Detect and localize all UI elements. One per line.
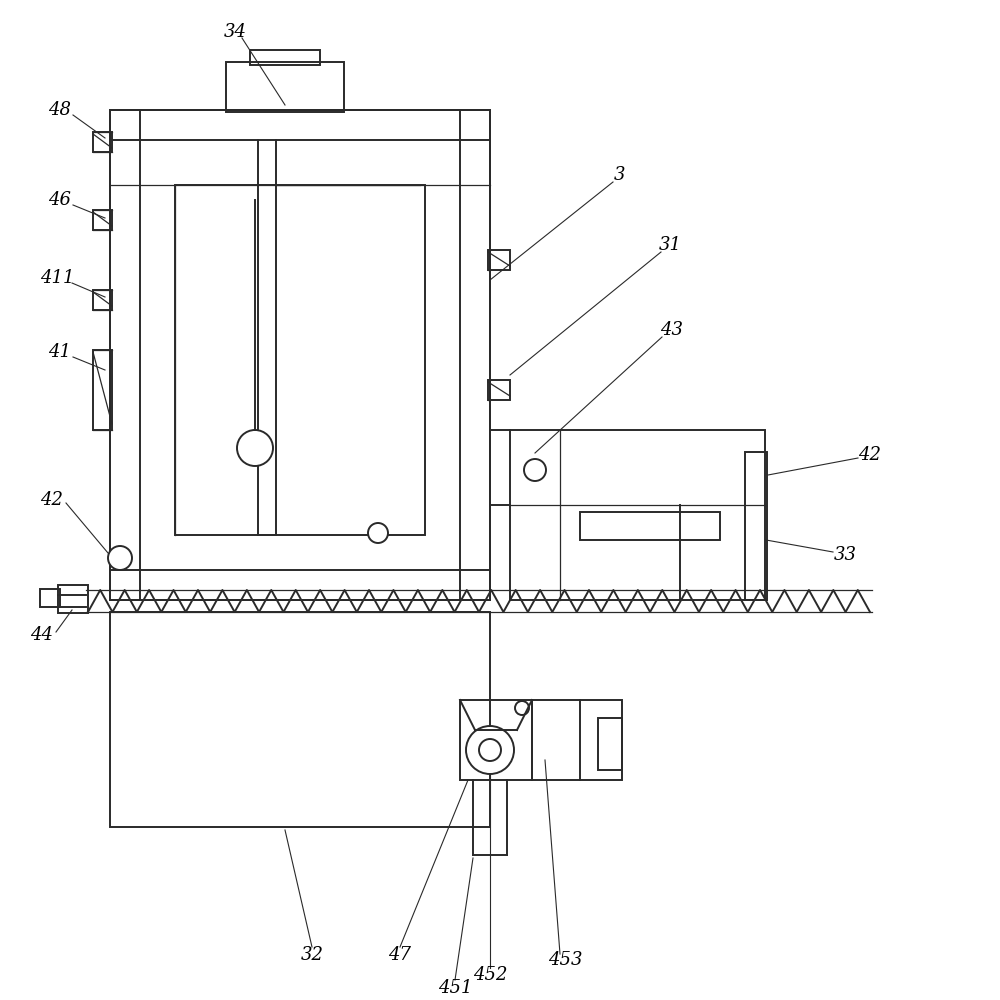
Circle shape [515, 701, 529, 715]
Bar [510, 430, 765, 600]
Bar [250, 50, 320, 65]
Text: 452: 452 [473, 966, 507, 984]
Bar [93, 210, 112, 230]
Bar [258, 185, 276, 535]
Text: 42: 42 [40, 491, 64, 509]
Text: 411: 411 [40, 269, 74, 287]
Text: 3: 3 [614, 166, 626, 184]
Text: 32: 32 [300, 946, 324, 964]
Bar [93, 350, 112, 430]
Bar [598, 718, 622, 770]
Text: 48: 48 [48, 101, 72, 119]
Text: 46: 46 [48, 191, 72, 209]
Circle shape [368, 523, 388, 543]
Bar [175, 185, 425, 535]
Circle shape [524, 459, 546, 481]
Bar [110, 110, 140, 600]
Text: 41: 41 [48, 343, 72, 361]
Text: 451: 451 [438, 979, 472, 997]
Text: 34: 34 [224, 23, 246, 41]
Text: 47: 47 [388, 946, 412, 964]
Circle shape [479, 739, 501, 761]
Text: 44: 44 [30, 626, 54, 644]
Text: 43: 43 [660, 321, 684, 339]
Bar [110, 110, 490, 140]
Text: 42: 42 [858, 446, 882, 464]
Bar [226, 62, 344, 112]
Circle shape [237, 430, 273, 466]
Bar [460, 110, 490, 600]
Bar [110, 612, 490, 827]
Bar [488, 380, 510, 400]
Bar [488, 250, 510, 270]
Bar [532, 700, 622, 780]
Bar [58, 585, 88, 613]
Bar [93, 132, 112, 152]
Circle shape [108, 546, 132, 570]
Bar [745, 452, 767, 600]
Bar [110, 570, 490, 600]
Bar [93, 290, 112, 310]
Bar [110, 110, 490, 600]
Text: 31: 31 [658, 236, 682, 254]
Text: 33: 33 [834, 546, 856, 564]
Bar [460, 700, 532, 780]
Bar [580, 512, 720, 540]
Circle shape [466, 726, 514, 774]
Bar [40, 589, 60, 607]
Text: 453: 453 [548, 951, 582, 969]
